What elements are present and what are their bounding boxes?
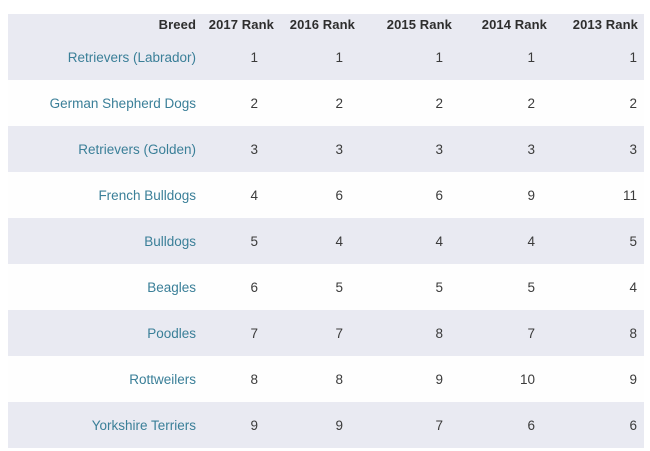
rank-cell: 6 xyxy=(204,264,280,310)
rank-cell: 5 xyxy=(458,264,553,310)
rank-cell: 9 xyxy=(280,402,361,448)
rank-cell: 1 xyxy=(280,34,361,80)
table-row: Yorkshire Terriers 9 9 7 6 6 xyxy=(8,402,644,448)
rank-cell: 2 xyxy=(553,80,644,126)
breed-rank-table: Breed 2017 Rank 2016 Rank 2015 Rank 2014… xyxy=(8,14,644,448)
column-header-2016-rank: 2016 Rank xyxy=(280,14,361,34)
breed-link-label[interactable]: Beagles xyxy=(147,279,196,295)
rank-cell: 3 xyxy=(361,126,458,172)
rank-cell: 3 xyxy=(204,126,280,172)
rank-cell: 3 xyxy=(280,126,361,172)
rank-cell: 3 xyxy=(553,126,644,172)
breed-link-label[interactable]: Bulldogs xyxy=(144,233,196,249)
rank-cell: 7 xyxy=(361,402,458,448)
rank-cell: 3 xyxy=(458,126,553,172)
column-header-2014-rank: 2014 Rank xyxy=(458,14,553,34)
rank-cell: 5 xyxy=(280,264,361,310)
breed-link-label[interactable]: Yorkshire Terriers xyxy=(91,417,196,433)
rank-cell: 10 xyxy=(458,356,553,402)
breed-link[interactable]: German Shepherd Dogs xyxy=(8,80,204,126)
rank-cell: 1 xyxy=(361,34,458,80)
table-row: Bulldogs 5 4 4 4 5 xyxy=(8,218,644,264)
rank-cell: 9 xyxy=(553,356,644,402)
rank-cell: 2 xyxy=(280,80,361,126)
rank-cell: 4 xyxy=(280,218,361,264)
rank-cell: 4 xyxy=(553,264,644,310)
breed-link-label[interactable]: German Shepherd Dogs xyxy=(49,95,196,111)
breed-link[interactable]: Poodles xyxy=(8,310,204,356)
rank-cell: 8 xyxy=(553,310,644,356)
breed-rank-table-container: Breed 2017 Rank 2016 Rank 2015 Rank 2014… xyxy=(8,14,644,448)
column-header-breed: Breed xyxy=(8,14,204,34)
rank-cell: 7 xyxy=(280,310,361,356)
breed-link-label[interactable]: French Bulldogs xyxy=(98,187,196,203)
rank-cell: 6 xyxy=(458,402,553,448)
rank-cell: 4 xyxy=(204,172,280,218)
rank-cell: 1 xyxy=(458,34,553,80)
rank-cell: 9 xyxy=(361,356,458,402)
breed-link[interactable]: French Bulldogs xyxy=(8,172,204,218)
rank-cell: 4 xyxy=(458,218,553,264)
table-header-row: Breed 2017 Rank 2016 Rank 2015 Rank 2014… xyxy=(8,14,644,34)
rank-cell: 2 xyxy=(204,80,280,126)
rank-cell: 2 xyxy=(361,80,458,126)
rank-cell: 8 xyxy=(361,310,458,356)
rank-cell: 6 xyxy=(280,172,361,218)
breed-link[interactable]: Retrievers (Labrador) xyxy=(8,34,204,80)
rank-cell: 1 xyxy=(204,34,280,80)
rank-cell: 11 xyxy=(553,172,644,218)
rank-cell: 2 xyxy=(458,80,553,126)
table-row: Rottweilers 8 8 9 10 9 xyxy=(8,356,644,402)
table-row: Retrievers (Labrador) 1 1 1 1 1 xyxy=(8,34,644,80)
rank-cell: 6 xyxy=(553,402,644,448)
table-row: Poodles 7 7 8 7 8 xyxy=(8,310,644,356)
column-header-2017-rank: 2017 Rank xyxy=(204,14,280,34)
breed-link-label[interactable]: Rottweilers xyxy=(129,371,196,387)
column-header-2013-rank: 2013 Rank xyxy=(553,14,644,34)
table-row: Retrievers (Golden) 3 3 3 3 3 xyxy=(8,126,644,172)
table-row: Beagles 6 5 5 5 4 xyxy=(8,264,644,310)
breed-link-label[interactable]: Retrievers (Labrador) xyxy=(67,49,196,65)
breed-link-label[interactable]: Retrievers (Golden) xyxy=(78,141,196,157)
rank-cell: 8 xyxy=(204,356,280,402)
column-header-2015-rank: 2015 Rank xyxy=(361,14,458,34)
rank-cell: 5 xyxy=(361,264,458,310)
breed-link[interactable]: Beagles xyxy=(8,264,204,310)
rank-cell: 7 xyxy=(204,310,280,356)
breed-link[interactable]: Retrievers (Golden) xyxy=(8,126,204,172)
rank-cell: 9 xyxy=(458,172,553,218)
table-row: German Shepherd Dogs 2 2 2 2 2 xyxy=(8,80,644,126)
table-row: French Bulldogs 4 6 6 9 11 xyxy=(8,172,644,218)
rank-cell: 7 xyxy=(458,310,553,356)
rank-cell: 6 xyxy=(361,172,458,218)
breed-link-label[interactable]: Poodles xyxy=(147,325,196,341)
rank-cell: 8 xyxy=(280,356,361,402)
rank-cell: 5 xyxy=(553,218,644,264)
breed-link[interactable]: Rottweilers xyxy=(8,356,204,402)
rank-cell: 1 xyxy=(553,34,644,80)
rank-cell: 4 xyxy=(361,218,458,264)
rank-cell: 9 xyxy=(204,402,280,448)
breed-link[interactable]: Yorkshire Terriers xyxy=(8,402,204,448)
rank-cell: 5 xyxy=(204,218,280,264)
breed-link[interactable]: Bulldogs xyxy=(8,218,204,264)
